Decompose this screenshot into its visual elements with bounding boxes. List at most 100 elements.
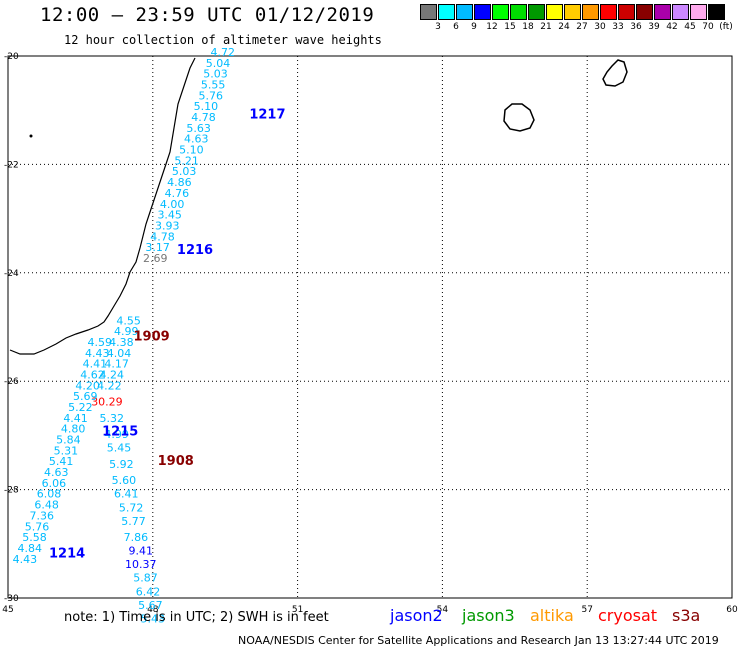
map-grid: 45 48 51 54 57 60 -20 -22 -24 -26 -28 -30: [2, 52, 738, 615]
legend-swatch: [420, 4, 437, 20]
longitude-tick-label: 48: [147, 605, 159, 615]
wave-height-value: 4.84: [17, 542, 42, 555]
legend-label: 15: [504, 22, 516, 32]
wave-height-value: 5.45: [107, 442, 132, 455]
wave-height-value: 5.10: [194, 100, 219, 113]
wave-height-value: 4.55: [116, 314, 141, 327]
legend-label: 39: [648, 22, 660, 32]
wave-height-value: 4.17: [104, 358, 129, 371]
wave-height-value: 5.31: [54, 444, 79, 457]
map-frame: [7, 55, 733, 599]
latitude-tick-label: -20: [4, 52, 19, 62]
wave-height-value: 6.48: [34, 499, 59, 512]
legend-swatch: [456, 4, 473, 20]
wave-height-value: 5.63: [186, 122, 211, 135]
legend-label: 42: [666, 22, 678, 32]
mission-name: jason3: [462, 606, 515, 625]
wave-height-value: 4.41: [83, 358, 108, 371]
wave-height-value: 5.21: [174, 154, 199, 167]
wave-height-value: 4.20: [75, 379, 100, 392]
track-time-label: 1216: [177, 243, 213, 258]
wave-height-value: 5.76: [25, 520, 50, 533]
legend-swatch: [528, 4, 545, 20]
wave-height-value: 5.60: [112, 474, 137, 487]
longitude-tick-label: 57: [581, 605, 592, 615]
wave-height-value: 4.78: [191, 111, 216, 124]
wave-height-value: 4.62: [80, 368, 105, 381]
wave-height-value: 5.04: [206, 57, 231, 70]
mauritius-island: [602, 59, 628, 87]
legend-swatch: [654, 4, 671, 20]
legend-label: 9: [471, 22, 477, 32]
legend-label: 70: [702, 22, 714, 32]
wave-height-value: 4.63: [184, 133, 209, 146]
wave-height-value: 5.84: [56, 434, 81, 447]
wave-height-value: 5.77: [121, 515, 146, 528]
legend-swatch: [690, 4, 707, 20]
longitude-tick-label: 60: [726, 605, 738, 615]
wave-height-value: 7.86: [124, 531, 149, 544]
map-subtitle: 12 hour collection of altimeter wave hei…: [64, 33, 382, 47]
wave-height-value: 3.93: [155, 219, 180, 232]
wave-height-value: 4.04: [107, 347, 132, 360]
legend-label: 21: [540, 22, 552, 32]
latitude-tick-label: -24: [4, 269, 19, 279]
legend-swatch: [474, 4, 491, 20]
legend-swatch: [546, 4, 563, 20]
legend-swatch: [564, 4, 581, 20]
wave-height-value: 4.00: [160, 198, 185, 211]
latitude-tick-label: -28: [4, 486, 19, 496]
wave-height-value: 3.45: [157, 209, 182, 222]
mission-name: cryosat: [598, 606, 658, 625]
legend-label: 18: [522, 22, 534, 32]
legend-swatch: [600, 4, 617, 20]
legend-swatch: [618, 4, 635, 20]
wave-height-value: 5.10: [179, 144, 204, 157]
wave-height-value: 5.41: [49, 455, 74, 468]
wave-height-value: 5.22: [68, 401, 93, 414]
latitude-tick-label: -26: [4, 377, 19, 387]
wave-height-value: 5.43: [141, 612, 166, 625]
track-labels: 1217 1216 1909 1215 1908 1214: [49, 107, 285, 561]
mission-name: jason2: [390, 606, 443, 625]
wave-height-value: 6.41: [114, 488, 139, 501]
madagascar-coastline: [9, 57, 196, 355]
wave-height-value: 4.24: [100, 368, 125, 381]
wave-height-value: 5.03: [203, 68, 228, 81]
wave-height-value: 9.41: [128, 545, 153, 558]
legend-swatch: [438, 4, 455, 20]
wave-height-value: 3.17: [145, 241, 170, 254]
wave-height-value: 5.55: [201, 79, 226, 92]
wave-height-value: 5.58: [22, 531, 47, 544]
wave-height-value: 4.86: [167, 176, 192, 189]
islet: [29, 134, 33, 138]
latitude-tick-label: -22: [4, 160, 19, 170]
wave-height-value: 4.41: [63, 412, 88, 425]
wave-height-value: 4.76: [165, 187, 190, 200]
wave-height-value: 4.80: [61, 423, 86, 436]
legend-swatch: [582, 4, 599, 20]
wave-height-value: 4.78: [150, 230, 175, 243]
legend-swatch: [672, 4, 689, 20]
mission-name: altika: [530, 606, 574, 625]
legend-label: 6: [453, 22, 459, 32]
legend-label: 24: [558, 22, 570, 32]
legend-swatch: [492, 4, 509, 20]
wave-height-value: 5.76: [198, 89, 223, 102]
track-time-label: 1217: [249, 107, 285, 122]
altimeter-observations: 4.725.045.035.555.765.104.785.634.635.10…: [13, 46, 235, 625]
wave-height-value: 4.22: [97, 379, 122, 392]
wave-height-value: 5.72: [119, 501, 144, 514]
wave-height-value: 4.43: [85, 347, 110, 360]
legend-label: (ft): [719, 22, 733, 32]
legend-swatch: [708, 4, 725, 20]
map-title: 12:00 – 23:59 UTC 01/12/2019: [40, 4, 375, 26]
track-time-label: 1909: [133, 330, 169, 345]
legend-label: 3: [435, 22, 441, 32]
wave-height-value: 4.99: [114, 325, 139, 338]
longitude-tick-label: 45: [2, 605, 13, 615]
legend-label: 27: [576, 22, 588, 32]
legend-swatch: [510, 4, 527, 20]
wave-height-value: 4.63: [44, 466, 69, 479]
